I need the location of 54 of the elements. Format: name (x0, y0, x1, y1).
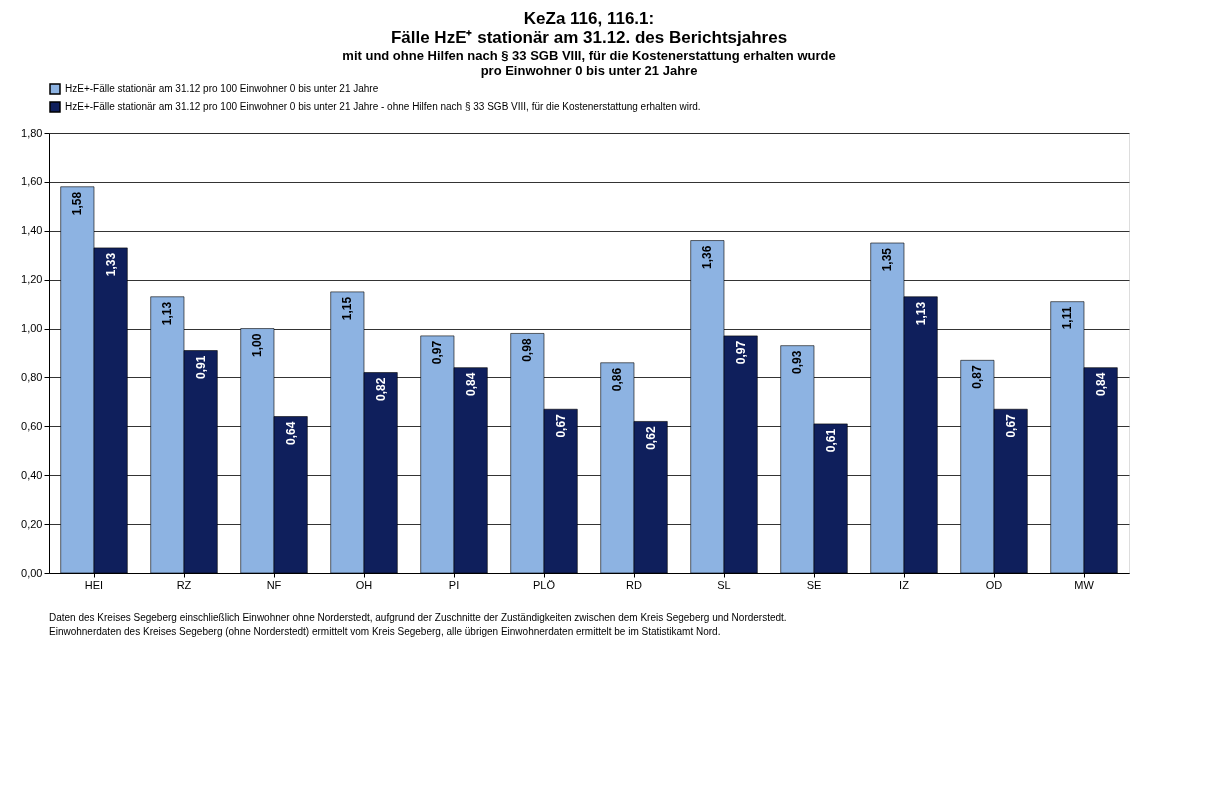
y-tick-label: 0,60 (21, 419, 43, 432)
text: 1,13 (913, 301, 928, 326)
text: Daten des Kreises Segeberg einschließlich Einwohner ohne Norderstedt, aufgrund der Zuschnitte der Zuständigkeiten zwischen dem Kreis Segeberg und Norderstedt. (49, 612, 787, 623)
x-tick-label: IZ (899, 578, 910, 591)
text: 1,13 (160, 301, 175, 326)
text: Fälle HzE⁺ stationär am 31.12. des Berichtsjahres (390, 28, 788, 47)
legend-label: HzE+-Fälle stationär am 31.12 pro 100 Einwohner 0 bis unter 21 Jahre - ohne Hilfen nach § 33 SGB VIII, für die Kostenerstattung erhalten wird. (65, 101, 701, 112)
x-tick-label: PLÖ (532, 578, 556, 591)
text: 0,67 (553, 414, 568, 438)
text: 1,00 (250, 333, 265, 357)
legend-label: HzE+-Fälle stationär am 31.12 pro 100 Einwohner 0 bis unter 21 Jahre (65, 83, 379, 94)
text: 0,93 (790, 350, 805, 375)
y-tick-label: 1,60 (21, 175, 43, 188)
text: 0,84 (1093, 372, 1108, 397)
text: 0,91 (193, 355, 208, 379)
x-tick-label: RZ (176, 578, 192, 591)
text: Einwohnerdaten des Kreises Segeberg (ohne Norderstedt) ermittelt vom Kreis Segeberg, alle übrigen Einwohnerdaten ermittelt be im Statistikamt Nord. (49, 626, 721, 637)
text: 1,33 (103, 252, 118, 277)
text: 0,61 (823, 428, 838, 453)
x-tick-label: SL (717, 578, 731, 591)
x-tick-label: NF (266, 578, 282, 591)
y-tick-label: 0,80 (21, 370, 43, 383)
text: 0,87 (970, 365, 985, 389)
text: 0,67 (1003, 414, 1018, 438)
x-tick-label: PI (448, 578, 460, 591)
y-tick-label: 0,20 (21, 517, 43, 530)
text: mit und ohne Hilfen nach § 33 SGB VIII, für die Kostenerstattung erhalten wurde (342, 48, 836, 63)
y-tick-label: 1,40 (21, 224, 43, 237)
text: 0,62 (643, 426, 658, 450)
y-tick-label: 1,20 (21, 273, 43, 286)
text: 1,15 (340, 296, 355, 321)
text: 0,97 (430, 340, 445, 365)
y-tick-label: 1,80 (21, 126, 43, 139)
text: 1,58 (70, 191, 85, 216)
text: 1,11 (1060, 306, 1075, 330)
y-tick-label: 0,00 (21, 566, 43, 579)
text: 0,98 (520, 338, 535, 362)
x-tick-label: OD (985, 578, 1003, 591)
text: pro Einwohner 0 bis unter 21 Jahre (480, 63, 698, 78)
text: 0,82 (373, 377, 388, 401)
y-tick-label: 1,00 (21, 322, 43, 335)
x-tick-label: SE (806, 578, 822, 591)
x-tick-label: MW (1074, 578, 1095, 591)
text: 1,36 (700, 245, 715, 269)
x-tick-label: RD (626, 578, 642, 591)
text: 0,64 (283, 421, 298, 445)
text: KeZa 116, 116.1: (523, 9, 655, 28)
x-tick-label: HEI (84, 578, 104, 591)
x-tick-label: OH (355, 578, 373, 591)
text: 0,86 (610, 367, 625, 392)
text: 0,97 (733, 340, 748, 365)
text: 1,35 (880, 248, 895, 272)
text: 0,84 (463, 372, 478, 397)
y-tick-label: 0,40 (21, 468, 43, 481)
